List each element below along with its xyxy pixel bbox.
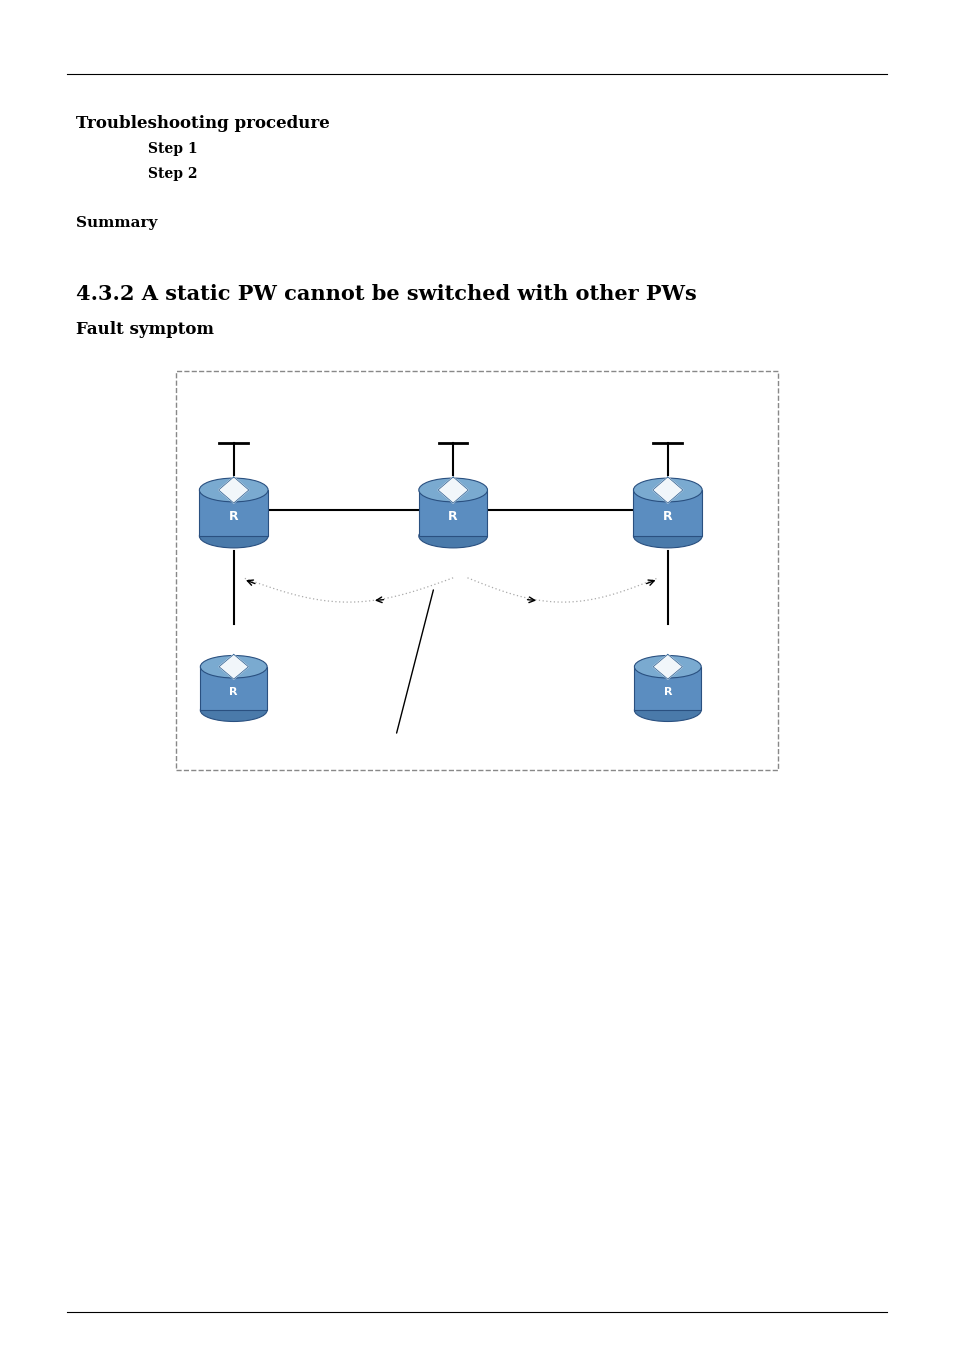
Ellipse shape xyxy=(199,524,268,548)
Bar xyxy=(200,667,267,710)
Text: R: R xyxy=(663,687,671,697)
Polygon shape xyxy=(652,477,682,504)
Polygon shape xyxy=(219,655,248,679)
Polygon shape xyxy=(218,477,249,504)
Text: Step 2: Step 2 xyxy=(148,167,197,181)
Bar xyxy=(633,490,701,536)
Ellipse shape xyxy=(634,699,700,721)
Ellipse shape xyxy=(633,478,701,502)
Bar xyxy=(199,490,268,536)
Polygon shape xyxy=(437,477,468,504)
Text: Step 1: Step 1 xyxy=(148,142,197,155)
Text: 4.3.2 A static PW cannot be switched with other PWs: 4.3.2 A static PW cannot be switched wit… xyxy=(76,284,697,304)
Text: R: R xyxy=(229,510,238,524)
Ellipse shape xyxy=(633,524,701,548)
Bar xyxy=(176,371,777,770)
Text: R: R xyxy=(230,687,237,697)
Bar xyxy=(634,667,700,710)
Ellipse shape xyxy=(200,699,267,721)
Ellipse shape xyxy=(418,524,487,548)
Ellipse shape xyxy=(418,478,487,502)
Ellipse shape xyxy=(199,478,268,502)
Ellipse shape xyxy=(200,656,267,678)
Text: R: R xyxy=(662,510,672,524)
Text: R: R xyxy=(448,510,457,524)
Text: Fault symptom: Fault symptom xyxy=(76,321,214,339)
Bar xyxy=(418,490,487,536)
Text: Troubleshooting procedure: Troubleshooting procedure xyxy=(76,115,330,132)
Ellipse shape xyxy=(634,656,700,678)
Polygon shape xyxy=(653,655,681,679)
Text: Summary: Summary xyxy=(76,216,157,230)
